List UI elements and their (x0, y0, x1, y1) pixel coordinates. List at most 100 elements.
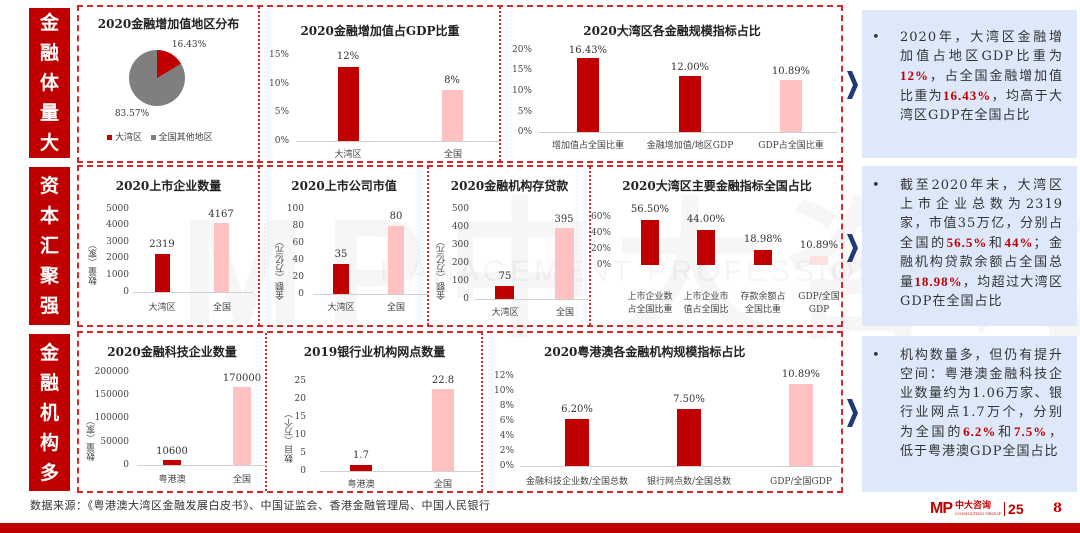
value-label: 56.50% (630, 204, 670, 215)
note-segment: 和 (996, 425, 1014, 440)
row-label-capital: 资 本 汇 聚 强 (29, 167, 70, 325)
x-label: 大湾区 (491, 308, 519, 318)
chart-title: 2020上市公司市值 (291, 179, 397, 193)
row-label-char: 聚 (39, 265, 59, 287)
bullet-icon: • (872, 348, 880, 363)
note-segment: ，低于粤港澳GDP全国占比 (900, 425, 1063, 459)
x-label-line: 存款余额占 (740, 292, 786, 302)
x-label: 全国 (443, 150, 462, 160)
row-label-scale: 金 融 体 量 大 (29, 8, 70, 158)
note-segment: 和 (987, 236, 1005, 251)
value-label: 4167 (208, 209, 234, 220)
bullet-icon: • (872, 30, 880, 45)
note-segment: 机构数量多，但仍有提升空间：粤港澳金融科技企业数量约为1.06万家、银行业网点1… (900, 348, 1063, 440)
y-tick: 0 (463, 294, 469, 304)
bar-gba (495, 286, 514, 299)
note-highlight: 6.2% (963, 424, 997, 439)
pie-chart (129, 50, 185, 106)
legend-swatch-gba (107, 135, 112, 140)
y-tick: 20 (292, 272, 304, 282)
bar (789, 384, 813, 466)
y-tick: 100000 (94, 413, 129, 423)
row2-frame (77, 165, 843, 327)
x-label: 全国 (212, 303, 231, 313)
y-tick: 300 (451, 240, 469, 250)
bar (677, 409, 701, 466)
x-axis (320, 471, 483, 472)
chart-title: 2020金融增加值占GDP比重 (300, 24, 460, 38)
note-highlight: 16.43% (943, 88, 992, 103)
row3-frame (77, 331, 843, 493)
x-label: 大湾区 (327, 303, 355, 313)
y-tick: 5000 (106, 204, 129, 214)
bar (577, 58, 599, 132)
y-tick: 50000 (100, 437, 129, 447)
value-label: 12% (336, 51, 360, 62)
y-tick: 10% (511, 86, 532, 96)
row1-frame (77, 5, 843, 163)
x-label: 粤港澳 (347, 480, 375, 490)
x-label: 上市企业市 值占全国比 (676, 291, 736, 317)
y-tick: 0 (123, 287, 129, 297)
note-text: 机构数量多，但仍有提升空间：粤港澳金融科技企业数量约为1.06万家、银行业网点1… (900, 346, 1063, 461)
x-axis (313, 294, 429, 295)
chart-title: 2020金融增加值地区分布 (97, 17, 240, 31)
value-label: 8% (444, 75, 460, 86)
x-label-line: 上市企业数 (627, 292, 673, 302)
y-tick: 100 (286, 204, 304, 214)
value-label: 35 (334, 249, 348, 260)
y-tick: 1000 (106, 270, 129, 280)
x-label: GDP占全国比重 (758, 141, 824, 151)
x-label: 全国 (555, 308, 574, 318)
logo-anniversary: 25 (1008, 501, 1024, 517)
pie-label-rest: 83.57% (114, 109, 150, 119)
x-label-line: 全国比重 (744, 305, 781, 315)
panel-fintech-count: 2020金融科技企业数量 数量（家） 200000 150000 100000 … (79, 333, 267, 491)
logo-en: CONSULTING GROUP (955, 511, 1002, 516)
note-highlight: 7.5% (1013, 424, 1048, 439)
x-label: 全国 (433, 480, 452, 490)
bullet-icon: • (872, 178, 880, 193)
y-tick: 2% (499, 446, 514, 456)
x-label-line: 上市企业市 (683, 292, 729, 302)
y-tick: 15% (511, 65, 532, 75)
row-label-char: 多 (39, 461, 59, 484)
y-tick: 150000 (94, 390, 129, 400)
chevron-right-icon (847, 71, 858, 99)
panel-fin-gdp-share: 2020金融增加值占GDP比重 15% 10% 5% 0% 12% 8% 大湾区… (261, 7, 501, 161)
y-tick: 0 (123, 460, 129, 470)
pie-legend: 大湾区 全国其他地区 (107, 130, 213, 143)
y-tick: 4% (499, 431, 514, 441)
y-tick: 0% (517, 127, 532, 137)
bar (697, 230, 715, 265)
note-segment: 2020年，大湾区金融增加值占地区GDP比重为 (900, 30, 1063, 64)
y-tick: 80 (292, 221, 304, 231)
page-number: 8 (1053, 501, 1063, 516)
value-label: 16.43% (568, 45, 608, 56)
row-label-char: 构 (39, 431, 59, 454)
x-label-line: GDP (808, 305, 830, 315)
y-tick: 5 (300, 448, 306, 458)
value-label: 12.00% (670, 62, 710, 73)
note-institutions: • 机构数量多，但仍有提升空间：粤港澳金融科技企业数量约为1.06万家、银行业网… (862, 336, 1077, 492)
value-label: 170000 (222, 373, 262, 384)
row-label-char: 本 (39, 205, 59, 227)
note-segment: ；金融机构贷款余额占全国总量 (900, 236, 1063, 290)
bar (780, 80, 802, 132)
note-text: 2020年，大湾区金融增加值占地区GDP比重为 12%，占全国金融增加值比重为16… (900, 28, 1063, 125)
y-tick: 40% (590, 228, 611, 238)
y-tick: 0% (499, 461, 514, 471)
chart-title: 2020金融科技企业数量 (107, 345, 237, 359)
note-capital: • 截至2020年末，大湾区上市企业总数为2319家，市值35万亿，分别占全国的… (862, 166, 1077, 326)
x-label: GDP/全国GDP (770, 477, 832, 487)
value-label: 1.7 (353, 450, 369, 461)
y-tick: 4000 (106, 220, 129, 230)
row-label-char: 金 (39, 341, 59, 364)
y-tick: 10% (493, 386, 514, 396)
note-segment: ，占全国金融增加值比重为 (900, 69, 1063, 104)
panel-gba-scale-ratio: 2020大湾区各金融规模指标占比 20% 15% 10% 5% 0% 16.43… (502, 7, 842, 161)
chevron-right-icon (847, 234, 858, 262)
bar (754, 250, 772, 265)
note-scale: • 2020年，大湾区金融增加值占地区GDP比重为 12%，占全国金融增加值比重为… (862, 10, 1077, 158)
value-label: 2319 (149, 239, 175, 250)
